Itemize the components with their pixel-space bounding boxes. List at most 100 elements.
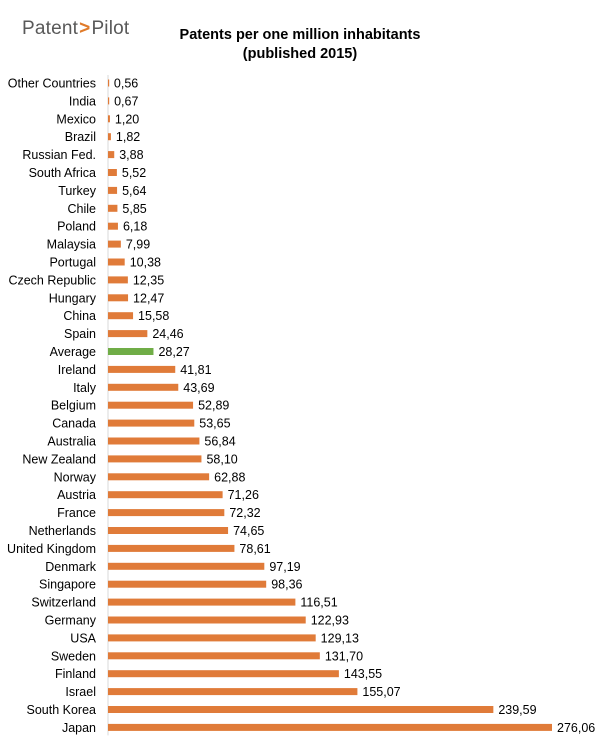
category-label-malaysia: Malaysia	[47, 238, 96, 252]
bar-malaysia	[108, 240, 121, 248]
value-label-italy: 43,69	[183, 381, 214, 395]
value-label-belgium: 52,89	[198, 399, 229, 413]
value-label-switzerland: 116,51	[300, 596, 337, 610]
bar-chile	[108, 204, 118, 212]
bar-canada	[108, 419, 195, 427]
value-label-portugal: 10,38	[130, 256, 161, 270]
category-label-austria: Austria	[57, 488, 96, 502]
bar-turkey	[108, 186, 118, 194]
value-label-singapore: 98,36	[271, 578, 302, 592]
category-label-new-zealand: New Zealand	[22, 452, 96, 466]
bar-south-africa	[108, 169, 117, 176]
chart-title: Patents per one million inhabitants	[179, 27, 421, 43]
bar-norway	[108, 473, 210, 481]
category-label-china: China	[63, 309, 96, 323]
logo-part1: Patent	[22, 18, 79, 39]
value-label-australia: 56,84	[204, 435, 235, 449]
bar-portugal	[108, 258, 125, 266]
bar-israel	[108, 688, 358, 696]
category-label-russian-fed: Russian Fed.	[22, 148, 96, 162]
category-label-turkey: Turkey	[58, 184, 96, 198]
category-label-ireland: Ireland	[58, 363, 96, 377]
bar-sweden	[108, 652, 320, 660]
category-label-belgium: Belgium	[51, 399, 96, 413]
value-label-india: 0,67	[114, 94, 138, 108]
category-label-south-africa: South Africa	[29, 166, 96, 180]
logo-part2: Pilot	[91, 18, 130, 39]
chart-subtitle: (published 2015)	[242, 46, 358, 62]
bar-switzerland	[108, 598, 296, 606]
category-label-united-kingdom: United Kingdom	[7, 542, 96, 556]
category-label-japan: Japan	[62, 721, 96, 735]
bar-italy	[108, 383, 179, 391]
value-label-china: 15,58	[138, 309, 169, 323]
category-label-average: Average	[50, 345, 96, 359]
category-label-australia: Australia	[47, 435, 96, 449]
category-label-italy: Italy	[73, 381, 97, 395]
bar-other-countries	[108, 79, 110, 87]
bar-spain	[108, 330, 148, 338]
bar-india	[108, 97, 110, 105]
patentpilot-logo: Patent>Pilot	[22, 18, 129, 40]
bar-ireland	[108, 365, 176, 373]
value-label-denmark: 97,19	[269, 560, 300, 574]
bar-france	[108, 509, 225, 517]
value-label-other-countries: 0,56	[114, 77, 138, 91]
value-label-japan: 276,06	[557, 721, 595, 735]
category-label-other-countries: Other Countries	[8, 77, 96, 91]
value-label-average: 28,27	[158, 345, 189, 359]
value-label-russian-fed: 3,88	[119, 148, 143, 162]
category-label-south-korea: South Korea	[27, 703, 97, 717]
bar-united-kingdom	[108, 544, 235, 552]
category-label-denmark: Denmark	[45, 560, 96, 574]
value-label-usa: 129,13	[321, 631, 359, 645]
category-label-sweden: Sweden	[51, 649, 96, 663]
value-label-israel: 155,07	[362, 685, 400, 699]
value-label-turkey: 5,64	[122, 184, 146, 198]
bar-south-korea	[108, 706, 494, 713]
bar-china	[108, 312, 134, 320]
value-label-france: 72,32	[229, 506, 260, 520]
bar-japan	[108, 723, 552, 731]
category-label-france: France	[57, 506, 96, 520]
bar-new-zealand	[108, 455, 202, 463]
value-label-spain: 24,46	[152, 327, 183, 341]
value-label-new-zealand: 58,10	[206, 452, 237, 466]
value-label-netherlands: 74,65	[233, 524, 264, 538]
bar-average	[108, 348, 154, 355]
category-label-czech-republic: Czech Republic	[8, 273, 96, 287]
category-label-portugal: Portugal	[49, 256, 96, 270]
bar-usa	[108, 634, 316, 642]
bar-netherlands	[108, 527, 229, 534]
value-label-south-africa: 5,52	[122, 166, 146, 180]
category-label-hungary: Hungary	[49, 291, 97, 305]
value-label-norway: 62,88	[214, 470, 245, 484]
value-label-finland: 143,55	[344, 667, 382, 681]
value-label-ireland: 41,81	[180, 363, 211, 377]
bar-mexico	[108, 115, 110, 123]
category-label-canada: Canada	[52, 417, 96, 431]
bar-poland	[108, 222, 118, 230]
bar-hungary	[108, 294, 129, 302]
category-label-brazil: Brazil	[65, 130, 96, 144]
category-label-poland: Poland	[57, 220, 96, 234]
bar-czech-republic	[108, 276, 128, 284]
value-label-south-korea: 239,59	[498, 703, 536, 717]
category-label-mexico: Mexico	[56, 112, 96, 126]
value-label-hungary: 12,47	[133, 291, 164, 305]
value-label-malaysia: 7,99	[126, 238, 150, 252]
category-label-finland: Finland	[55, 667, 96, 681]
value-label-brazil: 1,82	[116, 130, 140, 144]
value-label-united-kingdom: 78,61	[239, 542, 270, 556]
bar-brazil	[108, 133, 111, 141]
value-label-austria: 71,26	[228, 488, 259, 502]
category-label-netherlands: Netherlands	[29, 524, 96, 538]
bar-austria	[108, 491, 223, 499]
bar-russian-fed	[108, 151, 115, 159]
chart-title-block: Patents per one million inhabitants (pub…	[140, 26, 460, 64]
category-label-switzerland: Switzerland	[31, 596, 96, 610]
bar-finland	[108, 670, 339, 678]
category-label-norway: Norway	[54, 470, 97, 484]
logo-separator: >	[79, 18, 91, 39]
